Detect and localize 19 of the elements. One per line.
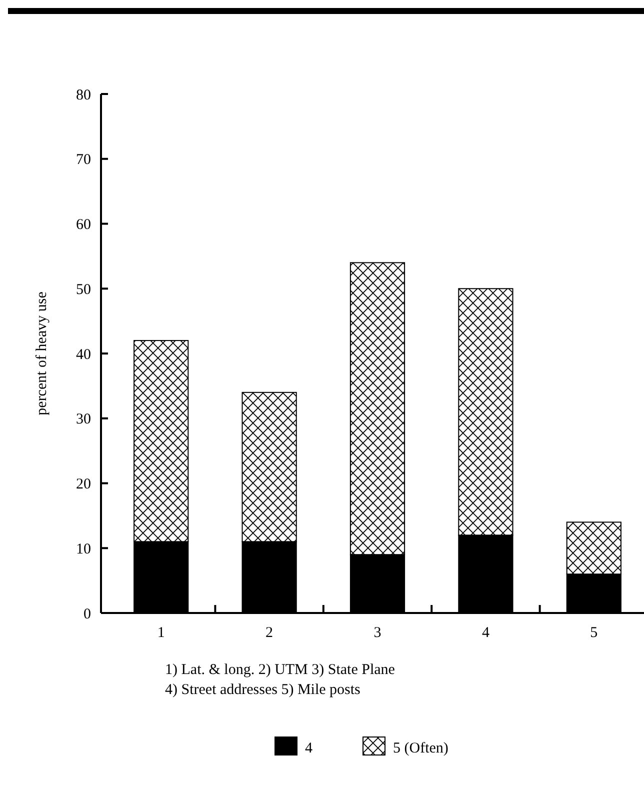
text: 1) Lat. & long. 2) UTM 3) State Plane	[165, 662, 396, 678]
text: 4) Street addresses 5) Mile posts	[165, 682, 361, 698]
x-tick-label: 4	[482, 625, 490, 641]
y-tick-label: 80	[76, 87, 91, 104]
y-tick-label: 30	[76, 412, 91, 428]
y-axis-title: percent of heavy use	[34, 291, 50, 416]
y-tick-label: 60	[76, 217, 91, 233]
y-tick-label: 0	[84, 606, 91, 622]
x-tick-label: 5	[590, 625, 598, 641]
y-tick-label: 50	[76, 282, 91, 298]
legend-label: 4	[305, 740, 313, 756]
y-tick-label: 40	[76, 346, 91, 363]
y-tick-label: 20	[76, 476, 91, 492]
y-tick-label: 10	[76, 541, 91, 558]
legend-label: 5 (Often)	[393, 740, 448, 756]
x-tick-label: 2	[266, 625, 274, 641]
x-tick-label: 1	[157, 625, 165, 641]
y-tick-label: 70	[76, 152, 91, 168]
x-tick-label: 3	[374, 625, 382, 641]
